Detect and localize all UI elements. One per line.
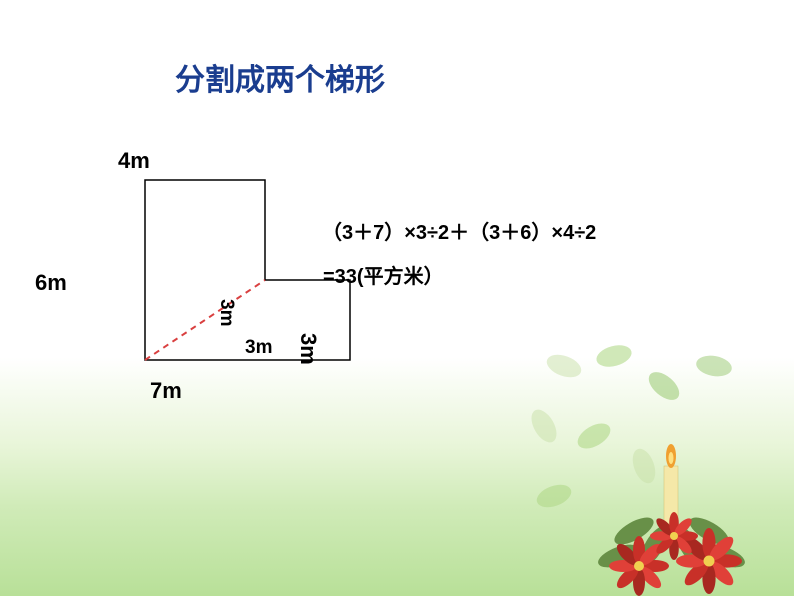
label-top-4m: 4m [118,148,150,174]
label-bottom-7m: 7m [150,378,182,404]
floral-decoration [514,336,794,596]
formula-expression: （3＋7）×3÷2＋（3＋6）×4÷2 [322,216,596,245]
label-right-vertical-3m: 3m [295,333,321,365]
geometry-diagram [50,145,370,425]
label-inner-bottom-3m: 3m [245,337,272,359]
label-left-6m: 6m [35,270,67,296]
page-title: 分割成两个梯形 [175,55,385,99]
l-shape-svg [50,145,370,395]
formula-result: =33(平方米） [323,260,444,289]
label-inner-vertical-3m: 3m [215,299,237,326]
